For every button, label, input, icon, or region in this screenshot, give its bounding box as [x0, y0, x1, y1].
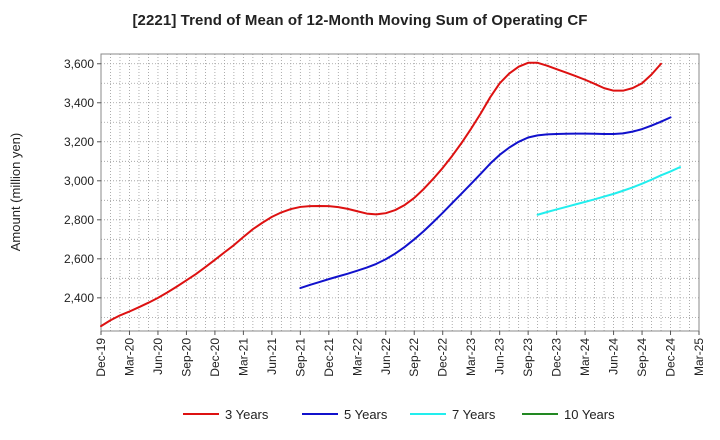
- x-tick-label: Sep-22: [407, 338, 421, 377]
- x-tick-label: Mar-20: [122, 338, 136, 376]
- y-tick-label: 2,600: [64, 252, 94, 266]
- x-tick-label: Jun-24: [607, 338, 621, 375]
- y-axis-ticks: 2,400 2,600 2,800 3,000 3,200 3,400 3,600: [64, 57, 101, 305]
- y-tick-label: 2,800: [64, 213, 94, 227]
- x-tick-label: Dec-21: [322, 338, 336, 377]
- x-tick-label: Jun-20: [151, 338, 165, 375]
- series-line-7-years: [536, 166, 682, 216]
- y-tick-label: 3,400: [64, 96, 94, 110]
- series-line-5-years: [299, 116, 672, 290]
- x-tick-label: Mar-24: [578, 338, 592, 376]
- series-line-3-years: [100, 61, 663, 328]
- legend-label-7-years: 7 Years: [452, 407, 496, 422]
- x-tick-label: Mar-22: [350, 338, 364, 376]
- x-tick-label: Jun-21: [265, 338, 279, 375]
- y-tick-label: 3,600: [64, 57, 94, 71]
- legend-label-10-years: 10 Years: [564, 407, 615, 422]
- y-tick-label: 3,200: [64, 135, 94, 149]
- series-layer: [100, 61, 682, 328]
- x-tick-label: Jun-23: [493, 338, 507, 375]
- y-tick-label: 2,400: [64, 291, 94, 305]
- legend-label-3-years: 3 Years: [225, 407, 269, 422]
- plot-frame: [100, 53, 700, 332]
- x-tick-label: Mar-25: [692, 338, 706, 376]
- x-tick-label: Dec-23: [550, 338, 564, 377]
- x-tick-label: Sep-21: [293, 338, 307, 377]
- x-tick-label: Dec-19: [94, 338, 108, 377]
- x-tick-label: Sep-24: [635, 338, 649, 377]
- x-tick-label: Dec-24: [664, 338, 678, 377]
- x-tick-label: Mar-23: [464, 338, 478, 376]
- x-tick-label: Jun-22: [379, 338, 393, 375]
- y-tick-label: 3,000: [64, 174, 94, 188]
- y-axis-label: Amount (million yen): [8, 133, 23, 252]
- x-tick-label: Dec-22: [436, 338, 450, 377]
- x-tick-label: Dec-20: [208, 338, 222, 377]
- x-tick-label: Sep-23: [521, 338, 535, 377]
- chart-title: [2221] Trend of Mean of 12-Month Moving …: [132, 12, 588, 29]
- grid-layer: [101, 54, 699, 331]
- x-tick-label: Mar-21: [236, 338, 250, 376]
- x-tick-label: Sep-20: [179, 338, 193, 377]
- legend-label-5-years: 5 Years: [344, 407, 388, 422]
- x-axis-ticks: Dec-19 Mar-20 Jun-20 Sep-20 Dec-20 Mar-21 Jun-…: [94, 331, 706, 377]
- legend: 3 Years 5 Years 7 Years 10 Years: [183, 407, 615, 422]
